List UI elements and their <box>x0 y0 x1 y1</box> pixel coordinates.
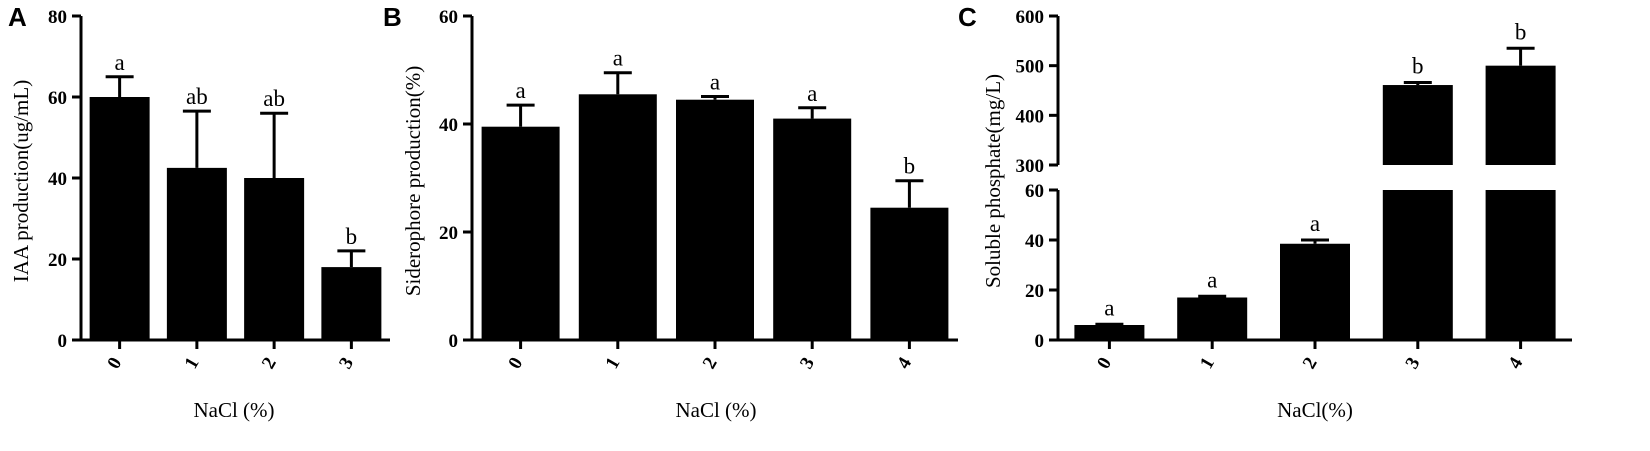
y-tick-label-a-4: 80 <box>48 7 67 28</box>
x-tick-label-c-4: 4 <box>1504 353 1527 372</box>
bar-lower-c-4 <box>1485 190 1556 340</box>
bar-c-2 <box>1280 243 1350 340</box>
bar-c-0 <box>1074 325 1145 340</box>
y-tick-label-a-1: 20 <box>48 250 67 271</box>
significance-label-a-2: ab <box>263 86 285 111</box>
bar-a-0 <box>89 97 150 340</box>
significance-label-a-1: ab <box>186 84 208 109</box>
significance-label-a-0: a <box>115 50 125 75</box>
significance-label-b-2: a <box>710 69 720 94</box>
x-tick-label-c-2: 2 <box>1299 354 1322 373</box>
significance-label-c-1: a <box>1207 267 1217 292</box>
bar-b-2 <box>676 99 754 340</box>
x-tick-label-b-4: 4 <box>893 353 916 372</box>
panel-letter-a: A <box>8 2 27 32</box>
y-tick-label-lower-c-3: 60 <box>1025 181 1044 202</box>
y-axis-title-a: IAA production(ug/mL) <box>9 80 33 282</box>
y-tick-label-b-1: 20 <box>439 223 458 244</box>
significance-label-b-1: a <box>613 46 623 71</box>
y-tick-label-upper-c-1: 400 <box>1016 106 1045 127</box>
bar-upper-c-4 <box>1485 65 1556 165</box>
y-tick-label-upper-c-0: 300 <box>1016 156 1045 177</box>
bar-b-1 <box>578 94 657 340</box>
x-tick-label-a-0: 0 <box>103 354 126 373</box>
y-axis-title-c: Soluble phosphate(mg/L) <box>981 74 1005 288</box>
bar-a-3 <box>321 267 382 340</box>
significance-label-c-4: b <box>1515 19 1527 44</box>
x-tick-label-a-2: 2 <box>258 354 281 373</box>
y-tick-label-b-0: 0 <box>449 331 459 352</box>
bar-c-1 <box>1177 297 1248 340</box>
x-tick-label-c-3: 3 <box>1402 354 1425 373</box>
y-tick-label-lower-c-0: 0 <box>1035 331 1045 352</box>
x-tick-label-c-0: 0 <box>1093 354 1116 373</box>
panel-b: B Siderophore production(%) NaCl (%) 020… <box>383 2 958 422</box>
y-tick-label-lower-c-2: 40 <box>1025 231 1044 252</box>
y-tick-label-a-3: 60 <box>48 88 67 109</box>
significance-label-c-0: a <box>1104 295 1114 320</box>
x-tick-label-b-1: 1 <box>602 354 625 373</box>
y-tick-label-upper-c-2: 500 <box>1016 57 1045 78</box>
significance-label-b-3: a <box>807 81 817 106</box>
x-tick-label-c-1: 1 <box>1196 354 1219 373</box>
x-axis-title-c: NaCl(%) <box>1277 398 1353 422</box>
significance-label-c-2: a <box>1310 211 1320 236</box>
bar-lower-c-3 <box>1382 190 1453 340</box>
bar-b-4 <box>870 207 949 340</box>
y-tick-label-b-2: 40 <box>439 115 458 136</box>
significance-label-b-0: a <box>515 78 525 103</box>
bar-upper-c-3 <box>1382 85 1453 165</box>
panel-c: C Soluble phosphate(mg/L) NaCl(%) 020406… <box>958 2 1572 422</box>
panel-letter-b: B <box>383 2 402 32</box>
y-tick-label-upper-c-3: 600 <box>1016 7 1045 28</box>
x-axis-title-b: NaCl (%) <box>675 398 756 422</box>
x-tick-label-b-3: 3 <box>796 354 819 373</box>
x-tick-label-a-1: 1 <box>181 354 204 373</box>
significance-label-b-4: b <box>904 154 916 179</box>
x-tick-label-a-3: 3 <box>335 354 358 373</box>
panel-letter-c: C <box>958 2 977 32</box>
y-axis-title-b: Siderophore production(%) <box>401 66 425 296</box>
panel-a: A IAA production(ug/mL) NaCl (%) 0204060… <box>8 2 390 422</box>
bar-a-2 <box>244 178 305 340</box>
y-tick-label-lower-c-1: 20 <box>1025 281 1044 302</box>
bar-a-1 <box>166 167 227 340</box>
y-tick-label-b-3: 60 <box>439 7 458 28</box>
significance-label-c-3: b <box>1412 54 1424 79</box>
significance-label-a-3: b <box>346 224 358 249</box>
y-tick-label-a-0: 0 <box>58 331 68 352</box>
x-axis-title-a: NaCl (%) <box>193 398 274 422</box>
x-tick-label-b-0: 0 <box>504 354 527 373</box>
y-tick-label-a-2: 40 <box>48 169 67 190</box>
bar-b-0 <box>481 126 560 340</box>
bar-b-3 <box>773 118 852 340</box>
x-tick-label-b-2: 2 <box>699 354 722 373</box>
